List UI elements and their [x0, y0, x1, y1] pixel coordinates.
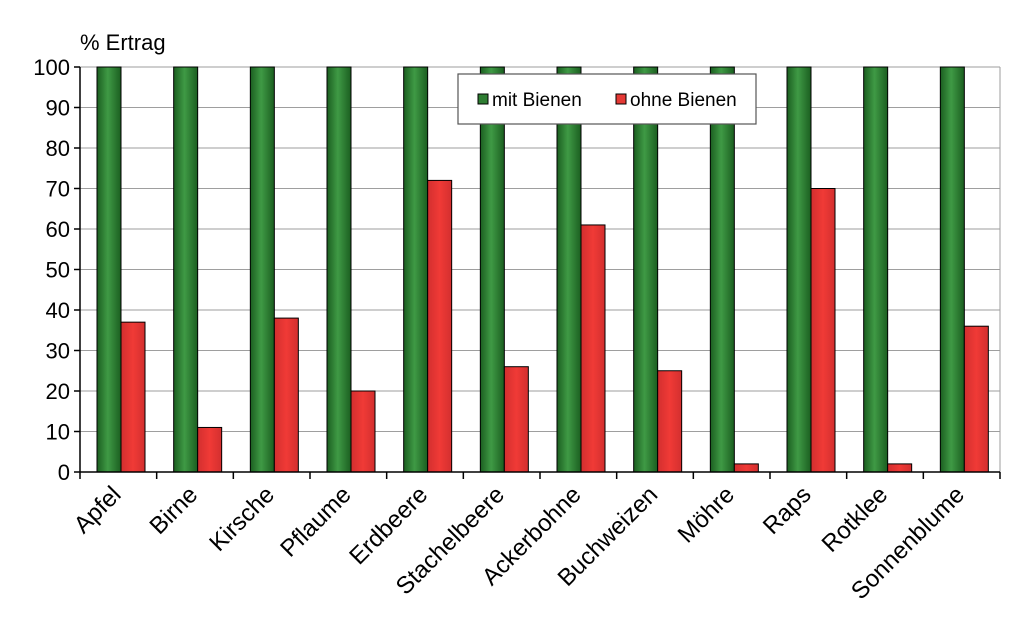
bar-ohne-bienen — [733, 463, 759, 473]
bar-ohne-bienen — [120, 321, 146, 473]
bar-mit-bienen — [709, 66, 735, 473]
y-tick-label: 0 — [58, 460, 70, 485]
legend-swatch-mit-bienen — [477, 93, 489, 105]
bar-ohne-bienen — [273, 317, 299, 473]
bar-ohne-bienen — [887, 463, 913, 473]
bar-mit-bienen — [556, 66, 582, 473]
bar-ohne-bienen — [657, 370, 683, 473]
y-tick-labels: 0 10 20 30 40 50 60 70 80 90 100 — [33, 55, 70, 485]
gridlines — [80, 66, 1001, 472]
bar-ohne-bienen — [580, 224, 606, 473]
y-tick-label: 50 — [46, 258, 70, 283]
bar-mit-bienen — [633, 66, 659, 473]
bar-mit-bienen — [786, 66, 812, 473]
bar-ohne-bienen — [810, 188, 836, 473]
y-tick-label: 30 — [46, 339, 70, 364]
y-tick-label: 40 — [46, 298, 70, 323]
x-tick-label: Raps — [758, 481, 817, 540]
bar-mit-bienen — [249, 66, 275, 473]
axes — [74, 66, 1001, 479]
legend-label-mit-bienen: mit Bienen — [492, 90, 582, 111]
y-tick-label: 10 — [46, 420, 70, 445]
bar-ohne-bienen — [963, 325, 989, 473]
y-tick-label: 80 — [46, 136, 70, 161]
bars — [96, 66, 989, 473]
bar-ohne-bienen — [427, 179, 453, 473]
bar-ohne-bienen — [197, 426, 223, 473]
bar-mit-bienen — [863, 66, 889, 473]
legend-box — [457, 73, 757, 125]
y-tick-label: 60 — [46, 217, 70, 242]
legend: mit Bienen ohne Bienen — [457, 73, 757, 125]
x-tick-label: Rotklee — [817, 481, 894, 558]
y-tick-label: 100 — [33, 55, 70, 80]
bar-mit-bienen — [939, 66, 965, 473]
bar-mit-bienen — [326, 66, 352, 473]
y-tick-label: 20 — [46, 379, 70, 404]
x-tick-label: Kirsche — [204, 481, 280, 557]
y-axis-label: % Ertrag — [80, 30, 166, 55]
bar-mit-bienen — [173, 66, 199, 473]
x-tick-label: Möhre — [673, 481, 740, 548]
bar-mit-bienen — [403, 66, 429, 473]
x-tick-label: Birne — [145, 481, 204, 540]
bar-mit-bienen — [96, 66, 122, 473]
bar-mit-bienen — [479, 66, 505, 473]
y-tick-label: 90 — [46, 96, 70, 121]
x-tick-label: Apfel — [69, 481, 127, 539]
y-tick-label: 70 — [46, 177, 70, 202]
bar-ohne-bienen — [350, 390, 376, 473]
x-tick-labels: Apfel Birne KirschePflaumeErdbeereStachelb… — [69, 481, 970, 605]
legend-swatch-ohne-bienen — [615, 93, 627, 105]
bar-ohne-bienen — [503, 366, 529, 473]
legend-label-ohne-bienen: ohne Bienen — [630, 90, 737, 111]
